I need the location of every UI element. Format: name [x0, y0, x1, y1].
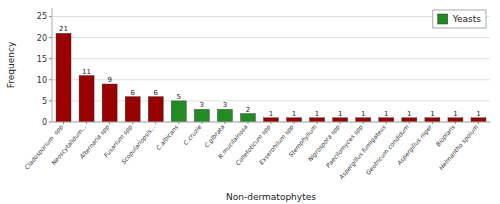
chart: 0510152025211196653321111111111Cladospor…	[0, 0, 500, 204]
y-tick-label: 25	[37, 12, 47, 21]
x-tick-label: Exserohilum spp	[257, 123, 295, 166]
data-label: 11	[82, 68, 91, 76]
data-label: 21	[59, 25, 68, 33]
data-label: 1	[269, 110, 273, 118]
data-label: 3	[223, 101, 227, 109]
bar	[240, 114, 255, 122]
x-tick	[455, 122, 456, 124]
bar	[356, 118, 371, 122]
grid-line	[52, 100, 490, 101]
x-tick	[478, 122, 479, 124]
x-tick-label: C.glbrata	[203, 123, 227, 149]
bar	[448, 118, 463, 122]
grid	[52, 16, 490, 122]
y-tick-label: 0	[42, 118, 47, 127]
data-label: 9	[107, 76, 111, 84]
x-tick	[294, 122, 295, 124]
grid-line	[52, 58, 490, 59]
bar	[56, 33, 71, 122]
data-label: 1	[292, 110, 296, 118]
legend: Yeasts	[433, 10, 486, 28]
x-tick	[155, 122, 156, 124]
bar	[125, 97, 140, 122]
x-tick	[386, 122, 387, 124]
data-label: 6	[130, 89, 135, 97]
y-tick-label: 20	[37, 34, 47, 43]
data-label: 1	[453, 110, 457, 118]
bar	[287, 118, 302, 122]
x-tick	[247, 122, 248, 124]
legend-box	[433, 10, 486, 28]
bars	[56, 33, 486, 122]
y-tick-label: 15	[37, 55, 47, 64]
y-axis-title: Frequency	[6, 41, 16, 88]
data-label: 3	[200, 101, 204, 109]
x-tick	[109, 122, 110, 124]
bar	[264, 118, 279, 122]
data-label: 1	[315, 110, 319, 118]
x-tick-label: Paecilomyces spp	[324, 123, 365, 169]
data-label: 1	[361, 110, 365, 118]
bar	[79, 76, 94, 122]
legend-label: Yeasts	[452, 14, 482, 24]
bar	[425, 118, 440, 122]
bar	[310, 118, 325, 122]
x-tick-label: C.albicans	[154, 123, 179, 151]
bar	[402, 118, 417, 122]
grid-line	[52, 37, 490, 38]
x-tick	[86, 122, 87, 124]
x-tick	[363, 122, 364, 124]
x-tick	[340, 122, 341, 124]
legend-swatch	[438, 14, 448, 24]
data-label: 1	[430, 110, 434, 118]
x-tick	[271, 122, 272, 124]
y-axis	[52, 8, 53, 122]
x-tick-label: Aspergillus niger	[395, 123, 434, 168]
bar	[102, 84, 117, 122]
bar	[217, 109, 232, 122]
x-tick	[178, 122, 179, 124]
y-tick-label: 10	[37, 76, 47, 85]
x-tick	[224, 122, 225, 124]
grid-line	[52, 79, 490, 80]
bar	[148, 97, 163, 122]
data-label: 1	[384, 110, 388, 118]
x-tick-label: Bioplaris	[434, 123, 457, 148]
data-label: 5	[177, 93, 181, 101]
x-tick-label: Geotricum condidum	[364, 123, 410, 176]
x-tick	[132, 122, 133, 124]
bar	[471, 118, 486, 122]
data-label: 1	[407, 110, 411, 118]
bar	[171, 101, 186, 122]
x-tick-label: C.cruzie	[182, 123, 203, 146]
bar	[333, 118, 348, 122]
x-tick-label: Cladosporium spp	[23, 123, 65, 171]
data-labels: 211196653321111111111	[59, 25, 481, 117]
data-label: 2	[246, 106, 250, 114]
x-tick	[317, 122, 318, 124]
bar	[379, 118, 394, 122]
x-tick	[201, 122, 202, 124]
grid-line	[52, 16, 490, 17]
data-label: 1	[338, 110, 342, 118]
y-tick-label: 5	[42, 97, 47, 106]
x-tick	[432, 122, 433, 124]
x-axis-title: Non-dermatophytes	[226, 192, 316, 202]
x-tick-label: Helmantho spoium	[437, 123, 480, 172]
x-tick-label: Scopulariopsis...	[120, 123, 158, 166]
x-tick	[63, 122, 64, 124]
bar	[194, 109, 209, 122]
x-tick	[409, 122, 410, 124]
data-label: 6	[154, 89, 159, 97]
data-label: 1	[476, 110, 480, 118]
